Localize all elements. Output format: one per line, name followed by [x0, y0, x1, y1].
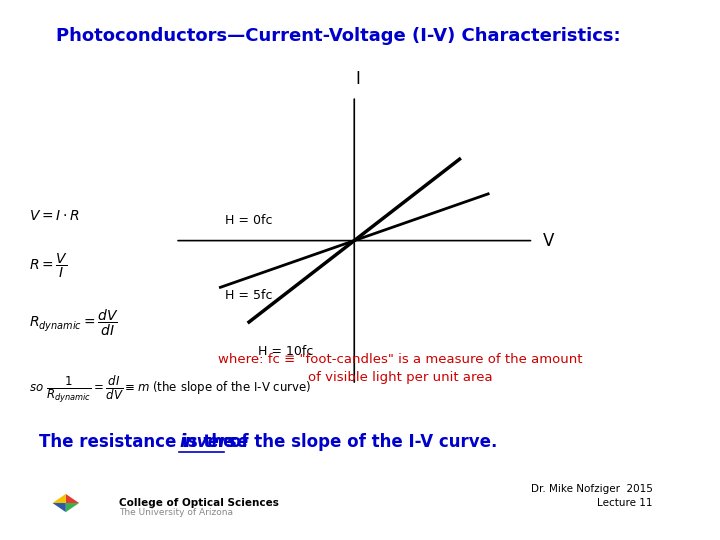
- Text: H = 5fc: H = 5fc: [225, 289, 272, 302]
- Text: V: V: [544, 232, 554, 249]
- Text: $R_{dynamic} = \dfrac{dV}{dI}$: $R_{dynamic} = \dfrac{dV}{dI}$: [30, 307, 119, 338]
- Text: $V = I \cdot R$: $V = I \cdot R$: [30, 208, 80, 222]
- Text: Photoconductors—Current-Voltage (I-V) Characteristics:: Photoconductors—Current-Voltage (I-V) Ch…: [56, 27, 621, 45]
- Polygon shape: [66, 494, 79, 503]
- Text: of the slope of the I-V curve.: of the slope of the I-V curve.: [224, 433, 498, 451]
- Text: I: I: [355, 70, 360, 88]
- Text: College of Optical Sciences: College of Optical Sciences: [119, 498, 279, 508]
- Text: The University of Arizona: The University of Arizona: [119, 508, 233, 517]
- Text: where: fc ≡ "foot-candles" is a measure of the amount
of visible light per unit : where: fc ≡ "foot-candles" is a measure …: [218, 353, 583, 384]
- Polygon shape: [66, 503, 79, 512]
- Polygon shape: [53, 494, 66, 503]
- Text: inverse: inverse: [179, 433, 248, 451]
- Text: The resistance is the: The resistance is the: [40, 433, 240, 451]
- Text: H = 0fc: H = 0fc: [225, 214, 272, 227]
- Text: Dr. Mike Nofziger  2015
Lecture 11: Dr. Mike Nofziger 2015 Lecture 11: [531, 484, 653, 508]
- Text: H = 10fc: H = 10fc: [258, 345, 313, 358]
- Text: $so\ \dfrac{1}{R_{dynamic}} = \dfrac{dI}{dV} \equiv m\ \mathrm{(the\ slope\ of\ : $so\ \dfrac{1}{R_{dynamic}} = \dfrac{dI}…: [30, 374, 312, 405]
- Text: $R = \dfrac{V}{I}$: $R = \dfrac{V}{I}$: [30, 251, 68, 280]
- Polygon shape: [53, 503, 66, 512]
